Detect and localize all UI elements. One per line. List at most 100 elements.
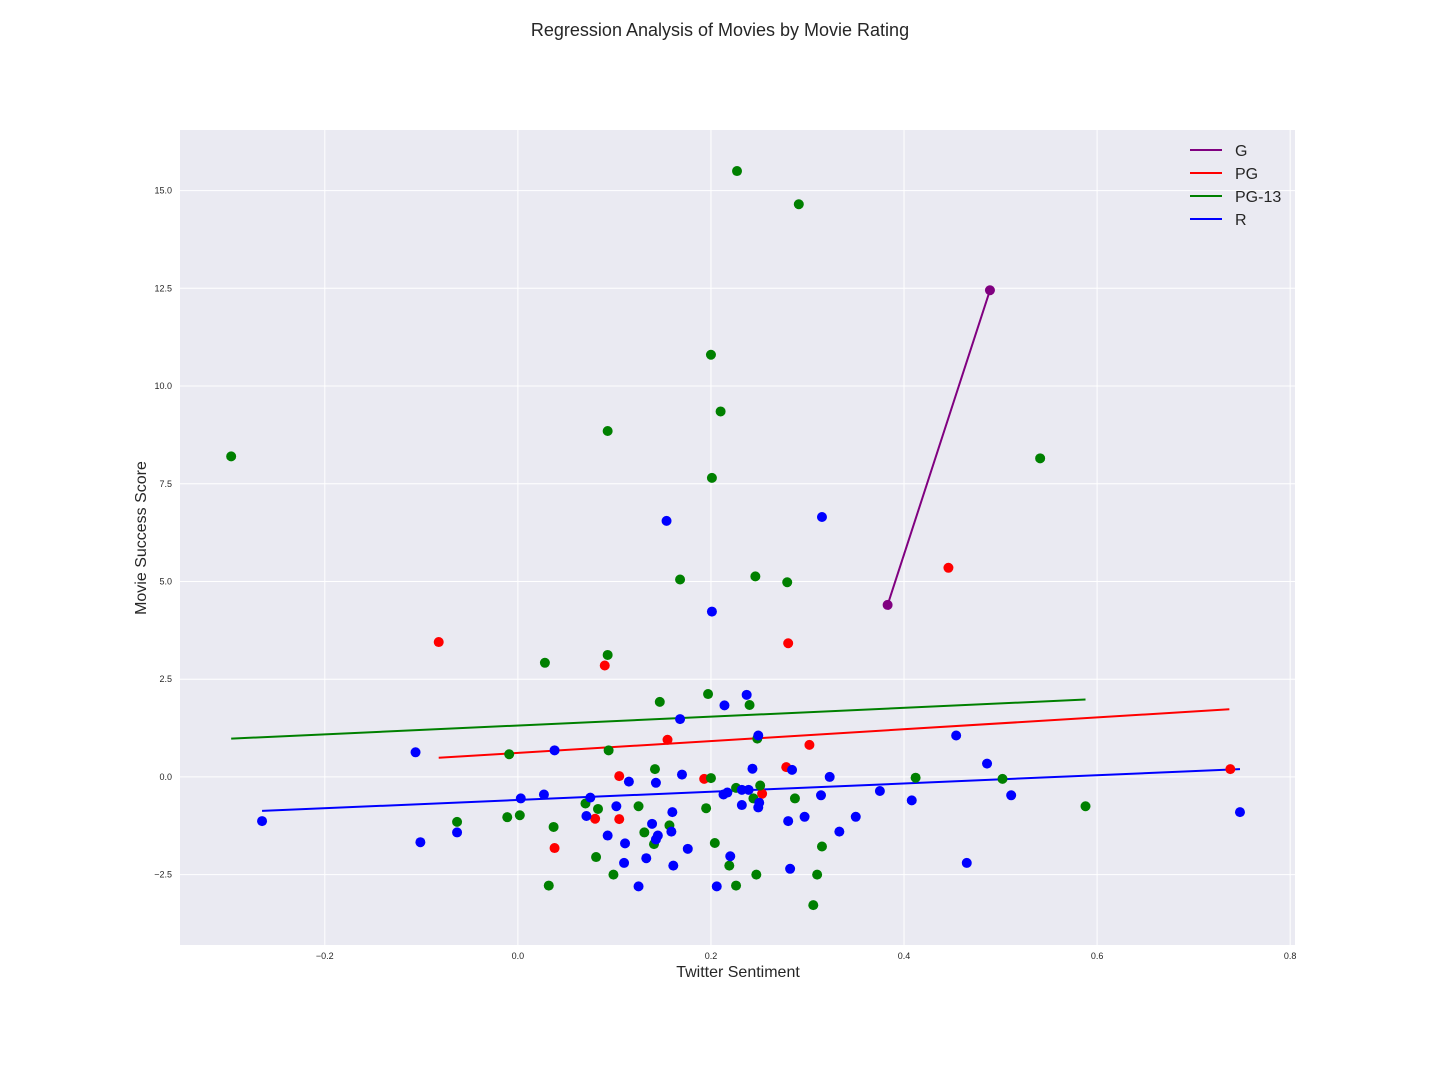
point-r bbox=[787, 764, 798, 775]
legend-label-pg-13: PG-13 bbox=[1235, 189, 1281, 206]
point-pg-13 bbox=[675, 574, 686, 585]
point-r bbox=[1006, 790, 1017, 801]
y-tick-label: 12.5 bbox=[154, 283, 172, 293]
point-pg bbox=[433, 637, 444, 648]
point-r bbox=[650, 834, 661, 845]
point-r bbox=[982, 758, 993, 769]
point-r bbox=[719, 700, 730, 711]
point-pg-13 bbox=[1035, 453, 1046, 464]
point-r bbox=[410, 747, 421, 758]
chart-title: Regression Analysis of Movies by Movie R… bbox=[531, 20, 909, 40]
point-r bbox=[667, 807, 678, 818]
point-pg bbox=[662, 734, 673, 745]
y-tick-label: 5.0 bbox=[159, 576, 172, 586]
y-tick-label: 2.5 bbox=[159, 674, 172, 684]
point-r bbox=[581, 811, 592, 822]
point-pg-13 bbox=[709, 837, 720, 848]
data-points bbox=[226, 166, 1245, 911]
x-tick-label: 0.4 bbox=[898, 951, 911, 961]
point-r bbox=[257, 816, 268, 827]
point-pg-13 bbox=[654, 696, 665, 707]
point-pg-13 bbox=[816, 841, 827, 852]
point-r bbox=[816, 511, 827, 522]
point-r bbox=[602, 830, 613, 841]
point-r bbox=[906, 795, 917, 806]
point-r bbox=[1234, 807, 1245, 818]
point-pg-13 bbox=[793, 199, 804, 210]
legend-label-pg: PG bbox=[1235, 166, 1258, 183]
point-pg-13 bbox=[782, 577, 793, 588]
point-r bbox=[452, 827, 463, 838]
point-pg-13 bbox=[750, 571, 761, 582]
point-r bbox=[736, 800, 747, 811]
point-pg bbox=[943, 562, 954, 573]
point-r bbox=[785, 863, 796, 874]
x-tick-label: 0.8 bbox=[1284, 951, 1297, 961]
point-pg bbox=[590, 813, 601, 824]
point-pg-13 bbox=[705, 349, 716, 360]
point-r bbox=[623, 776, 634, 787]
point-r bbox=[741, 689, 752, 700]
point-pg-13 bbox=[703, 689, 714, 700]
point-r bbox=[783, 816, 794, 827]
point-r bbox=[834, 826, 845, 837]
point-pg bbox=[783, 638, 794, 649]
point-pg-13 bbox=[744, 699, 755, 710]
point-pg-13 bbox=[226, 451, 237, 462]
y-tick-label: 0.0 bbox=[159, 772, 172, 782]
x-tick-labels: −0.2 0.0 0.2 0.4 0.6 0.8 bbox=[316, 951, 1297, 961]
point-r bbox=[753, 802, 764, 813]
point-r bbox=[620, 838, 631, 849]
point-r bbox=[951, 730, 962, 741]
point-pg-13 bbox=[706, 472, 717, 483]
point-g bbox=[882, 599, 893, 610]
point-r bbox=[619, 857, 630, 868]
point-pg-13 bbox=[639, 827, 650, 838]
point-r bbox=[747, 763, 758, 774]
point-pg bbox=[804, 739, 815, 750]
point-pg-13 bbox=[602, 649, 613, 660]
point-r bbox=[650, 777, 661, 788]
point-pg bbox=[1225, 764, 1236, 775]
y-axis-label: Movie Success Score bbox=[133, 461, 150, 615]
point-pg-13 bbox=[997, 773, 1008, 784]
point-g bbox=[984, 285, 995, 296]
point-pg-13 bbox=[789, 793, 800, 804]
x-tick-label: 0.2 bbox=[705, 951, 718, 961]
point-pg-13 bbox=[705, 773, 716, 784]
point-pg-13 bbox=[539, 657, 550, 668]
fit-line-g bbox=[886, 289, 991, 606]
point-pg-13 bbox=[633, 801, 644, 812]
y-tick-label: 7.5 bbox=[159, 479, 172, 489]
point-r bbox=[706, 606, 717, 617]
point-r bbox=[799, 811, 810, 822]
point-r bbox=[743, 784, 754, 795]
point-r bbox=[961, 857, 972, 868]
point-pg-13 bbox=[502, 812, 513, 823]
point-pg-13 bbox=[591, 852, 602, 863]
point-pg-13 bbox=[452, 816, 463, 827]
y-tick-label: −2.5 bbox=[154, 870, 172, 880]
y-tick-label: 15.0 bbox=[154, 186, 172, 196]
x-axis-label: Twitter Sentiment bbox=[676, 964, 800, 981]
point-pg-13 bbox=[724, 860, 735, 871]
point-pg bbox=[614, 771, 625, 782]
x-tick-label: −0.2 bbox=[316, 951, 334, 961]
legend: G PG PG-13 R bbox=[1190, 143, 1281, 229]
point-r bbox=[725, 851, 736, 862]
point-pg-13 bbox=[504, 749, 515, 760]
legend-label-g: G bbox=[1235, 143, 1247, 160]
point-pg-13 bbox=[755, 780, 766, 791]
point-pg-13 bbox=[602, 425, 613, 436]
point-r bbox=[850, 811, 861, 822]
point-pg-13 bbox=[732, 166, 743, 177]
point-r bbox=[633, 881, 644, 892]
point-pg-13 bbox=[543, 880, 554, 891]
plot-area bbox=[180, 130, 1295, 945]
y-tick-label: 10.0 bbox=[154, 381, 172, 391]
point-pg-13 bbox=[649, 764, 660, 775]
point-r bbox=[415, 837, 426, 848]
point-pg bbox=[599, 660, 610, 671]
fit-line-pg bbox=[438, 708, 1230, 759]
